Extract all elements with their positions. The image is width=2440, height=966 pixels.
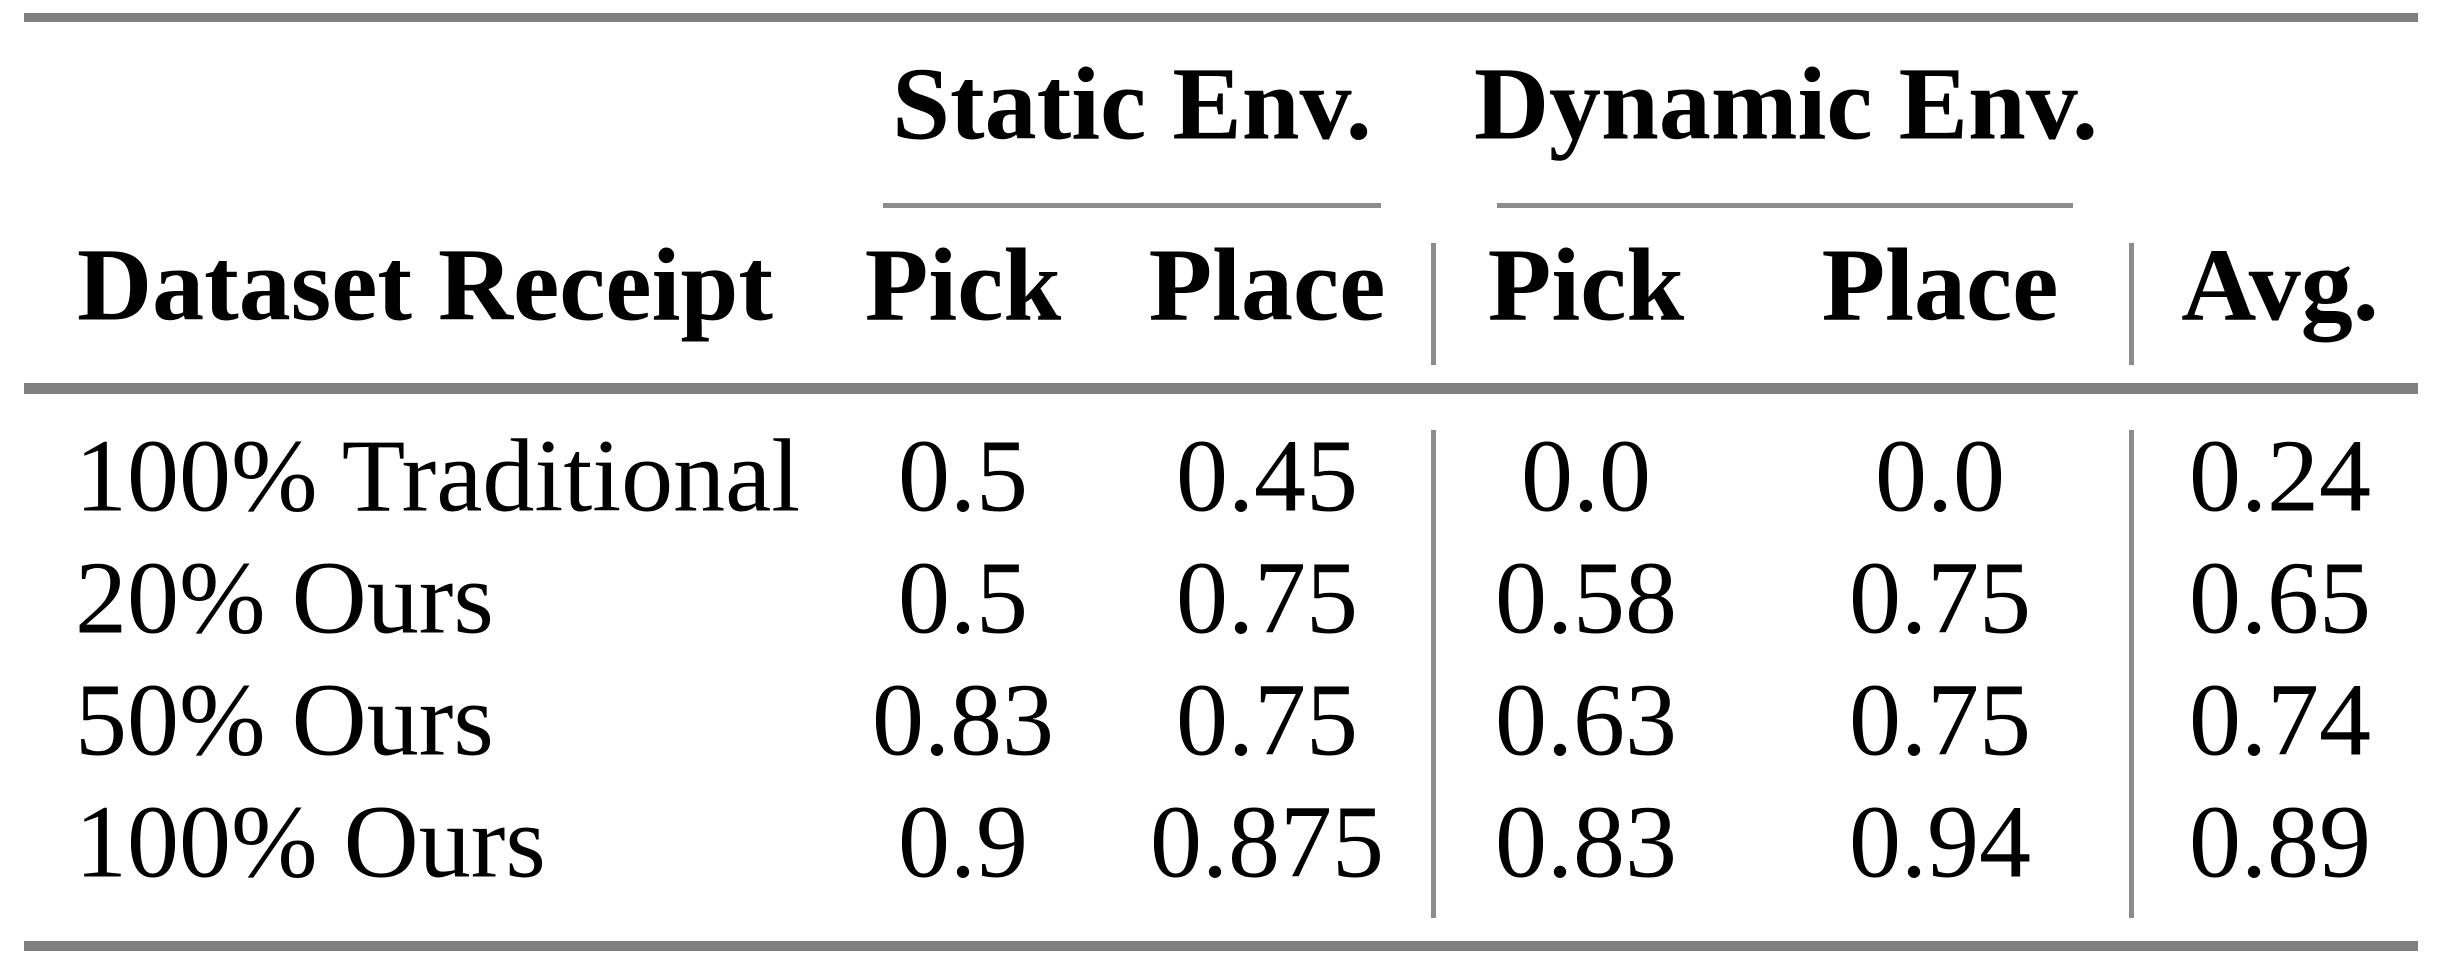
- dynamic-env-underline: [1497, 203, 2073, 208]
- cell-dynamic-pick: 0.0: [1521, 418, 1651, 534]
- cell-dynamic-pick: 0.58: [1495, 540, 1677, 656]
- column-separator-1-header: [1431, 243, 1436, 365]
- column-group-static-env: Static Env.: [892, 46, 1372, 162]
- column-separator-2-header: [2129, 243, 2134, 365]
- cell-static-pick: 0.83: [872, 662, 1054, 778]
- row-label: 100% Ours: [75, 784, 546, 900]
- column-separator-2-body: [2129, 430, 2134, 918]
- header-avg: Avg.: [2181, 227, 2379, 343]
- cell-static-place: 0.75: [1176, 662, 1358, 778]
- header-dataset-receipt: Dataset Receipt: [77, 227, 773, 343]
- row-label: 20% Ours: [75, 540, 494, 656]
- cell-dynamic-place: 0.0: [1875, 418, 2005, 534]
- cell-avg: 0.65: [2189, 540, 2371, 656]
- row-label: 100% Traditional: [75, 418, 801, 534]
- row-label: 50% Ours: [75, 662, 494, 778]
- cell-avg: 0.24: [2189, 418, 2371, 534]
- cell-dynamic-pick: 0.83: [1495, 784, 1677, 900]
- column-separator-1-body: [1431, 430, 1436, 918]
- cell-static-pick: 0.9: [898, 784, 1028, 900]
- table-header-rule: [24, 383, 2418, 394]
- cell-static-pick: 0.5: [898, 540, 1028, 656]
- cell-static-place: 0.875: [1150, 784, 1384, 900]
- cell-avg: 0.89: [2189, 784, 2371, 900]
- cell-avg: 0.74: [2189, 662, 2371, 778]
- column-group-dynamic-env: Dynamic Env.: [1473, 46, 2099, 162]
- table-top-rule: [24, 13, 2418, 22]
- header-static-pick: Pick: [864, 227, 1062, 343]
- cell-dynamic-place: 0.94: [1849, 784, 2031, 900]
- cell-static-place: 0.45: [1176, 418, 1358, 534]
- cell-dynamic-place: 0.75: [1849, 662, 2031, 778]
- header-dynamic-place: Place: [1821, 227, 2059, 343]
- cell-static-place: 0.75: [1176, 540, 1358, 656]
- cell-dynamic-place: 0.75: [1849, 540, 2031, 656]
- cell-dynamic-pick: 0.63: [1495, 662, 1677, 778]
- cell-static-pick: 0.5: [898, 418, 1028, 534]
- header-dynamic-pick: Pick: [1487, 227, 1685, 343]
- header-static-place: Place: [1148, 227, 1386, 343]
- static-env-underline: [883, 203, 1381, 208]
- table-bottom-rule: [24, 941, 2418, 951]
